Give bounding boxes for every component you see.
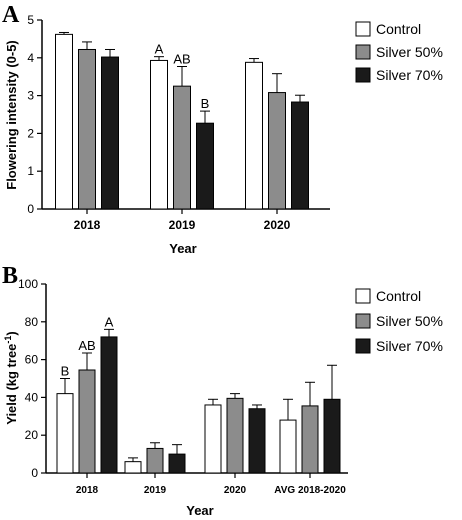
bar [100, 336, 118, 474]
significance-label: AB [78, 338, 95, 353]
y-tick-label: 60 [25, 353, 39, 367]
y-tick-label: 1 [27, 164, 34, 178]
bar [226, 397, 244, 474]
significance-label: A [155, 42, 164, 57]
legend-label-silver-50: Silver 50% [376, 44, 443, 60]
panel-a-xlabel: Year [169, 241, 196, 256]
y-tick-label: 0 [27, 202, 34, 216]
x-tick-label: AVG 2018-2020 [274, 485, 346, 496]
legend-label-control: Control [376, 21, 421, 37]
bar [101, 56, 119, 210]
panel-a: A Flowering intensity (0-5) Year 0 1 2 3 4 5 2… [2, 2, 443, 256]
panel-b-ylabel-close: ) [4, 331, 19, 335]
panel-a-ylabel: Flowering intensity (0-5) [4, 40, 19, 190]
x-tick-label: 2018 [74, 218, 101, 232]
y-tick-label: 20 [25, 428, 39, 442]
legend-label-silver-50: Silver 50% [376, 313, 443, 329]
legend-label-silver-70: Silver 70% [376, 67, 443, 83]
y-tick-label: 80 [25, 315, 39, 329]
x-tick-label: 2020 [264, 218, 291, 232]
bar [78, 369, 96, 474]
panel-b-plot: 0 20 40 60 80 100 2018 2019 2020 AVG 2018-2020 B AB… [18, 277, 348, 496]
panel-a-letter: A [2, 2, 20, 28]
y-tick-label: 0 [31, 466, 38, 480]
bar [301, 405, 319, 474]
bar [146, 447, 164, 474]
bar [56, 393, 74, 474]
y-tick-label: 5 [27, 13, 34, 27]
y-tick-label: 40 [25, 390, 39, 404]
bar [168, 453, 186, 474]
bar [291, 101, 309, 210]
bar [268, 92, 286, 210]
legend-swatch-silver-50 [355, 44, 371, 60]
bar [55, 33, 73, 210]
panel-b-ylabel: Yield (kg tree-1) [3, 331, 19, 425]
bar [248, 408, 266, 474]
bar [173, 85, 191, 210]
legend-label-control: Control [376, 288, 421, 304]
panel-b-legend: Control Silver 50% Silver 70% [355, 288, 443, 354]
panel-b-xlabel: Year [186, 503, 213, 518]
bar [124, 461, 142, 474]
legend-swatch-control [355, 288, 371, 304]
y-tick-label: 4 [27, 51, 34, 65]
bar [279, 419, 297, 474]
panel-a-plot: 0 1 2 3 4 5 2018 2019 2020 A AB B [27, 13, 330, 232]
bar [196, 122, 214, 210]
legend-swatch-silver-50 [355, 313, 371, 329]
panel-b-ylabel-main: Yield (kg tree [4, 344, 19, 425]
bar [323, 398, 341, 474]
significance-label: AB [173, 51, 190, 66]
panel-b: B Yield (kg tree-1) Year 0 20 40 60 80 100 201… [2, 263, 443, 518]
x-tick-label: 2019 [169, 218, 196, 232]
panel-b-letter: B [2, 263, 18, 289]
bar [78, 48, 96, 210]
legend-swatch-silver-70 [355, 338, 371, 354]
y-tick-label: 3 [27, 89, 34, 103]
bar [150, 59, 168, 210]
significance-label: A [105, 314, 114, 329]
x-tick-label: 2018 [76, 485, 99, 496]
significance-label: B [61, 364, 70, 379]
x-tick-label: 2020 [224, 485, 247, 496]
y-tick-label: 2 [27, 126, 34, 140]
panel-a-legend: Control Silver 50% Silver 70% [355, 21, 443, 83]
y-tick-label: 100 [18, 277, 38, 291]
bar [204, 404, 222, 474]
legend-swatch-control [355, 21, 371, 37]
bar [245, 61, 263, 210]
panel-b-ylabel-sup: -1 [3, 336, 13, 344]
legend-swatch-silver-70 [355, 67, 371, 83]
x-tick-label: 2019 [144, 485, 167, 496]
significance-label: B [201, 96, 210, 111]
legend-label-silver-70: Silver 70% [376, 338, 443, 354]
